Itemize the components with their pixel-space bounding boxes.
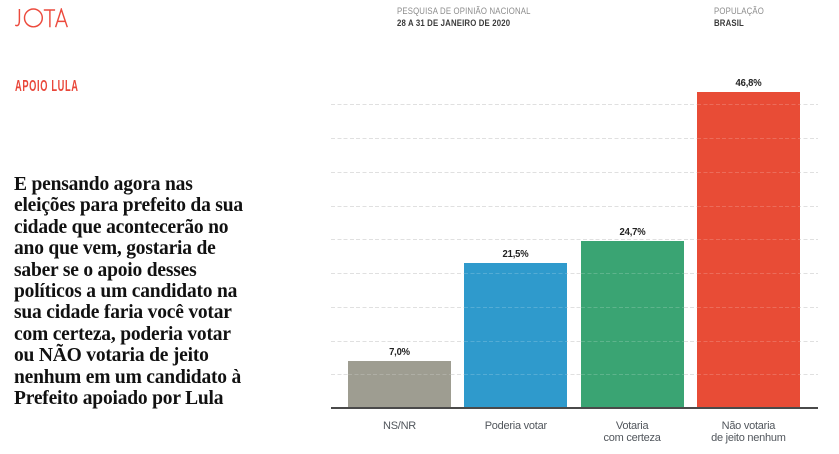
gridline-overlay xyxy=(696,306,800,308)
bar-chart: 7,0% 21,5% 24,7% 46,8% NS/NR Poderia votar Vo… xyxy=(331,60,818,444)
section-title: APOIO LULA xyxy=(15,78,79,95)
population-meta: POPULAÇÃO BRASIL xyxy=(714,6,764,29)
jota-logo xyxy=(15,8,68,28)
x-axis-line xyxy=(331,407,818,409)
gridline-overlay xyxy=(696,374,800,376)
category-label-3: Não votaria de jeito nenhum xyxy=(711,420,786,445)
gridline-overlay xyxy=(696,104,800,106)
logo-letter-t xyxy=(43,9,56,28)
gridline-overlay xyxy=(696,239,800,241)
gridline-overlay xyxy=(580,374,684,376)
gridline-overlay xyxy=(696,205,800,207)
category-label-0: NS/NR xyxy=(383,420,416,432)
gridline-overlay xyxy=(696,340,800,342)
category-label-1: Poderia votar xyxy=(484,420,547,432)
gridline-25 xyxy=(331,239,818,241)
gridline-overlay xyxy=(696,273,800,274)
value-label-2: 24,7% xyxy=(619,226,646,239)
gridline-overlay xyxy=(580,306,684,308)
value-label-3: 46,8% xyxy=(735,77,762,90)
bar-2 xyxy=(580,241,684,408)
gridline-40 xyxy=(331,138,818,139)
value-label-0: 7,0% xyxy=(389,345,410,358)
gridline-overlay xyxy=(696,138,800,139)
gridline-overlay xyxy=(464,340,568,342)
logo-letter-j xyxy=(15,9,21,27)
survey-label: PESQUISA DE OPINIÃO NACIONAL xyxy=(397,6,531,17)
gridline-15 xyxy=(331,306,818,308)
gridline-overlay xyxy=(464,306,568,308)
chart-plot: 7,0% 21,5% 24,7% 46,8% xyxy=(331,60,818,408)
population-value: BRASIL xyxy=(714,17,744,29)
gridline-overlay xyxy=(464,273,568,274)
gridline-30 xyxy=(331,205,818,207)
gridline-overlay xyxy=(348,374,451,376)
gridline-overlay xyxy=(580,273,684,274)
gridline-overlay xyxy=(580,340,684,342)
category-label-2: Votaria com certeza xyxy=(603,420,661,445)
gridline-35 xyxy=(331,171,818,173)
gridline-45 xyxy=(331,104,818,106)
gridline-overlay xyxy=(696,171,800,173)
value-label-1: 21,5% xyxy=(502,247,529,260)
logo-letter-o xyxy=(23,8,44,28)
gridline-20 xyxy=(331,273,818,274)
logo-letter-a xyxy=(54,8,68,28)
survey-dates: 28 A 31 DE JANEIRO DE 2020 xyxy=(397,17,511,29)
bar-3 xyxy=(696,92,800,408)
gridline-5 xyxy=(331,374,818,376)
bar-1 xyxy=(464,262,568,408)
gridline-10 xyxy=(331,340,818,342)
bar-0 xyxy=(348,360,451,408)
survey-meta: PESQUISA DE OPINIÃO NACIONAL 28 A 31 DE … xyxy=(397,6,531,29)
gridline-overlay xyxy=(464,374,568,376)
population-label: POPULAÇÃO xyxy=(714,6,764,17)
question-text: E pensando agora nas eleições para prefe… xyxy=(14,174,243,410)
